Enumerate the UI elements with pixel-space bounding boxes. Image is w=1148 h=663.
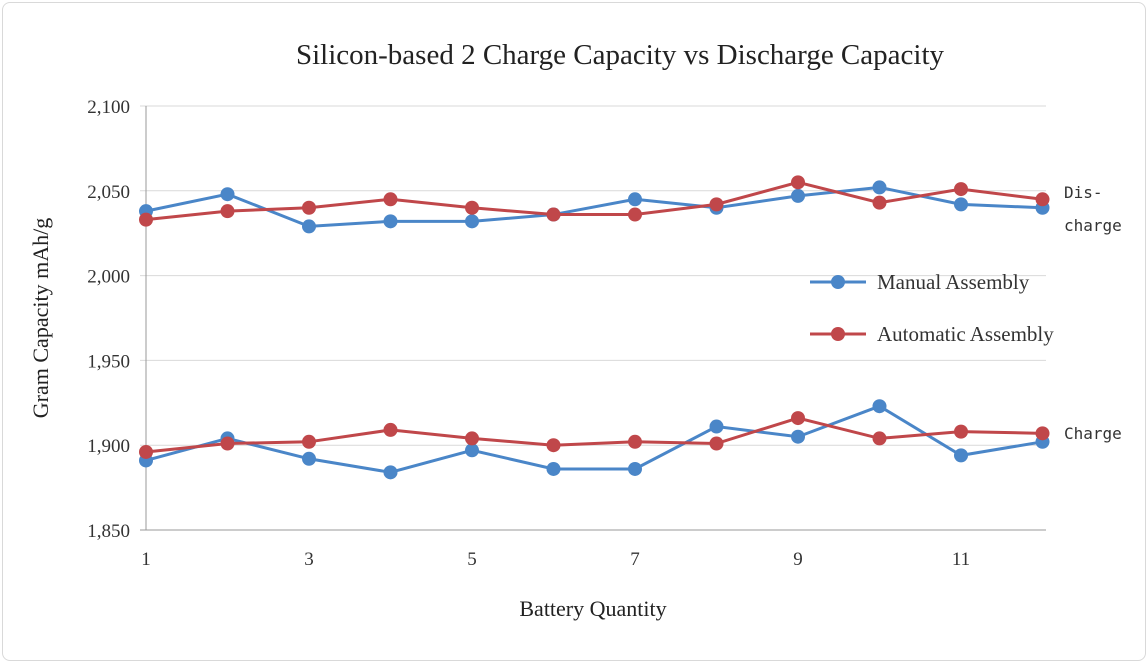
x-tick-label: 7 <box>630 549 640 570</box>
data-point <box>791 411 805 426</box>
series-line-charge <box>145 416 1043 454</box>
data-point <box>628 192 642 207</box>
data-point <box>954 424 968 439</box>
y-axis-label: Gram Capacity mAh/g <box>28 218 53 418</box>
y-tick-label: 2,000 <box>87 267 130 288</box>
data-point <box>302 434 316 449</box>
data-point <box>872 195 887 210</box>
y-tick-label: 1,900 <box>87 436 130 457</box>
data-point <box>954 448 968 463</box>
data-point <box>383 192 398 207</box>
discharge-annotation-line2: charge <box>1064 216 1122 235</box>
data-point <box>872 180 887 195</box>
data-point <box>791 429 805 444</box>
data-point <box>465 200 479 215</box>
data-point <box>628 461 642 476</box>
data-point <box>709 197 724 212</box>
data-point <box>546 207 561 222</box>
data-point <box>546 461 561 476</box>
y-tick-label: 1,850 <box>87 521 130 542</box>
x-tick-label: 3 <box>304 549 314 570</box>
data-point <box>383 422 398 437</box>
data-point <box>383 465 398 480</box>
data-point <box>302 219 316 234</box>
chart-title: Silicon-based 2 Charge Capacity vs Disch… <box>296 39 945 71</box>
data-point <box>628 207 642 222</box>
data-point <box>220 436 235 451</box>
data-point <box>220 187 235 202</box>
data-point <box>139 444 153 459</box>
legend-label: Manual Assembly <box>877 270 1030 294</box>
series-line-discharge <box>145 185 1043 228</box>
legend-marker <box>831 275 845 289</box>
series-line-discharge <box>145 180 1043 222</box>
legend-label: Automatic Assembly <box>877 322 1054 346</box>
data-point <box>709 436 724 451</box>
y-tick-label: 1,950 <box>87 351 130 372</box>
y-tick-label: 2,100 <box>87 97 130 118</box>
data-point <box>709 419 724 434</box>
x-tick-label: 5 <box>467 549 477 570</box>
data-point <box>954 182 968 197</box>
data-point <box>302 200 316 215</box>
data-point <box>220 204 235 219</box>
legend-marker <box>831 327 845 341</box>
data-point <box>628 434 642 449</box>
data-point <box>465 443 479 458</box>
x-tick-label: 1 <box>141 549 151 570</box>
x-tick-label: 11 <box>952 549 970 570</box>
data-point <box>954 197 968 212</box>
discharge-annotation-line1: Dis- <box>1064 183 1103 202</box>
data-point <box>791 188 805 203</box>
data-point <box>872 399 887 414</box>
data-point <box>546 438 561 453</box>
data-point <box>383 214 398 229</box>
data-point <box>872 431 887 446</box>
legend: Manual Assembly Automatic Assembly <box>810 270 1054 346</box>
data-point <box>791 175 805 190</box>
data-point <box>302 451 316 466</box>
data-point <box>139 212 153 227</box>
data-point <box>465 214 479 229</box>
charge-annotation: Charge <box>1064 424 1122 443</box>
x-axis-label: Battery Quantity <box>519 596 666 621</box>
x-tick-label: 9 <box>793 549 803 570</box>
series-line-charge <box>145 404 1043 474</box>
data-point <box>1035 192 1050 207</box>
y-tick-label: 2,050 <box>87 182 130 203</box>
data-point <box>465 431 479 446</box>
data-point <box>1035 426 1050 441</box>
